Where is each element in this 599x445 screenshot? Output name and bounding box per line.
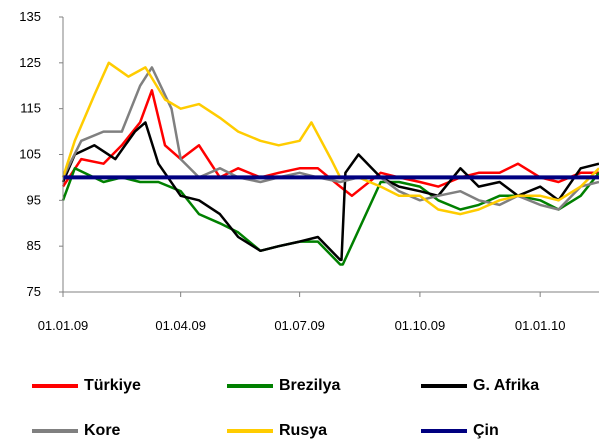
- legend-label-cin: Çin: [473, 422, 499, 439]
- line-chart: 75 85 95 105 115 125 135 01.01.09 01.04.09 01.07…: [19, 9, 599, 333]
- legend-item-cin: Çin: [421, 422, 499, 440]
- legend-label-g-afrika: G. Afrika: [473, 377, 540, 394]
- y-tick-label: 85: [27, 238, 41, 253]
- series-layer: [61, 61, 599, 266]
- legend-label-kore: Kore: [84, 422, 121, 439]
- legend-swatch-rusya: [227, 429, 273, 433]
- y-tick-label: 135: [19, 9, 41, 24]
- series-line-rusya: [61, 61, 599, 216]
- legend-item-kore: Kore: [32, 422, 120, 440]
- legend-item-turkiye: Türkiye: [32, 377, 141, 395]
- legend-swatch-brezilya: [227, 384, 273, 388]
- legend-item-g-afrika: G. Afrika: [421, 377, 539, 395]
- legend-label-brezilya: Brezilya: [279, 377, 341, 394]
- legend-item-brezilya: Brezilya: [227, 377, 340, 395]
- y-tick-label: 115: [20, 101, 41, 116]
- x-tick-label: 01.04.09: [155, 318, 206, 333]
- y-axis: 75 85 95 105 115 125 135: [19, 9, 63, 299]
- y-tick-label: 125: [19, 55, 41, 70]
- legend-label-turkiye: Türkiye: [84, 377, 141, 394]
- y-tick-label: 105: [19, 147, 41, 162]
- legend-swatch-turkiye: [32, 384, 78, 388]
- series-line-t-rkiye: [61, 89, 599, 198]
- series-line-g-afrika: [61, 121, 599, 262]
- y-tick-label: 75: [27, 284, 41, 299]
- legend-swatch-kore: [32, 429, 78, 433]
- x-axis: 01.01.09 01.04.09 01.07.09 01.10.09 01.01.10: [38, 292, 566, 333]
- series-line-brezilya: [61, 167, 599, 266]
- y-tick-label: 95: [27, 192, 41, 207]
- x-tick-label: 01.01.09: [38, 318, 89, 333]
- legend-item-rusya: Rusya: [227, 422, 327, 440]
- x-tick-label: 01.07.09: [274, 318, 325, 333]
- legend-label-rusya: Rusya: [279, 422, 328, 439]
- legend-swatch-g-afrika: [421, 384, 467, 388]
- series-line-kore: [61, 66, 599, 211]
- legend-swatch-cin: [421, 429, 467, 433]
- x-tick-label: 01.10.09: [395, 318, 446, 333]
- x-tick-label: 01.01.10: [515, 318, 566, 333]
- legend: Türkiye Brezilya G. Afrika Kore Rusya Çi…: [0, 360, 599, 445]
